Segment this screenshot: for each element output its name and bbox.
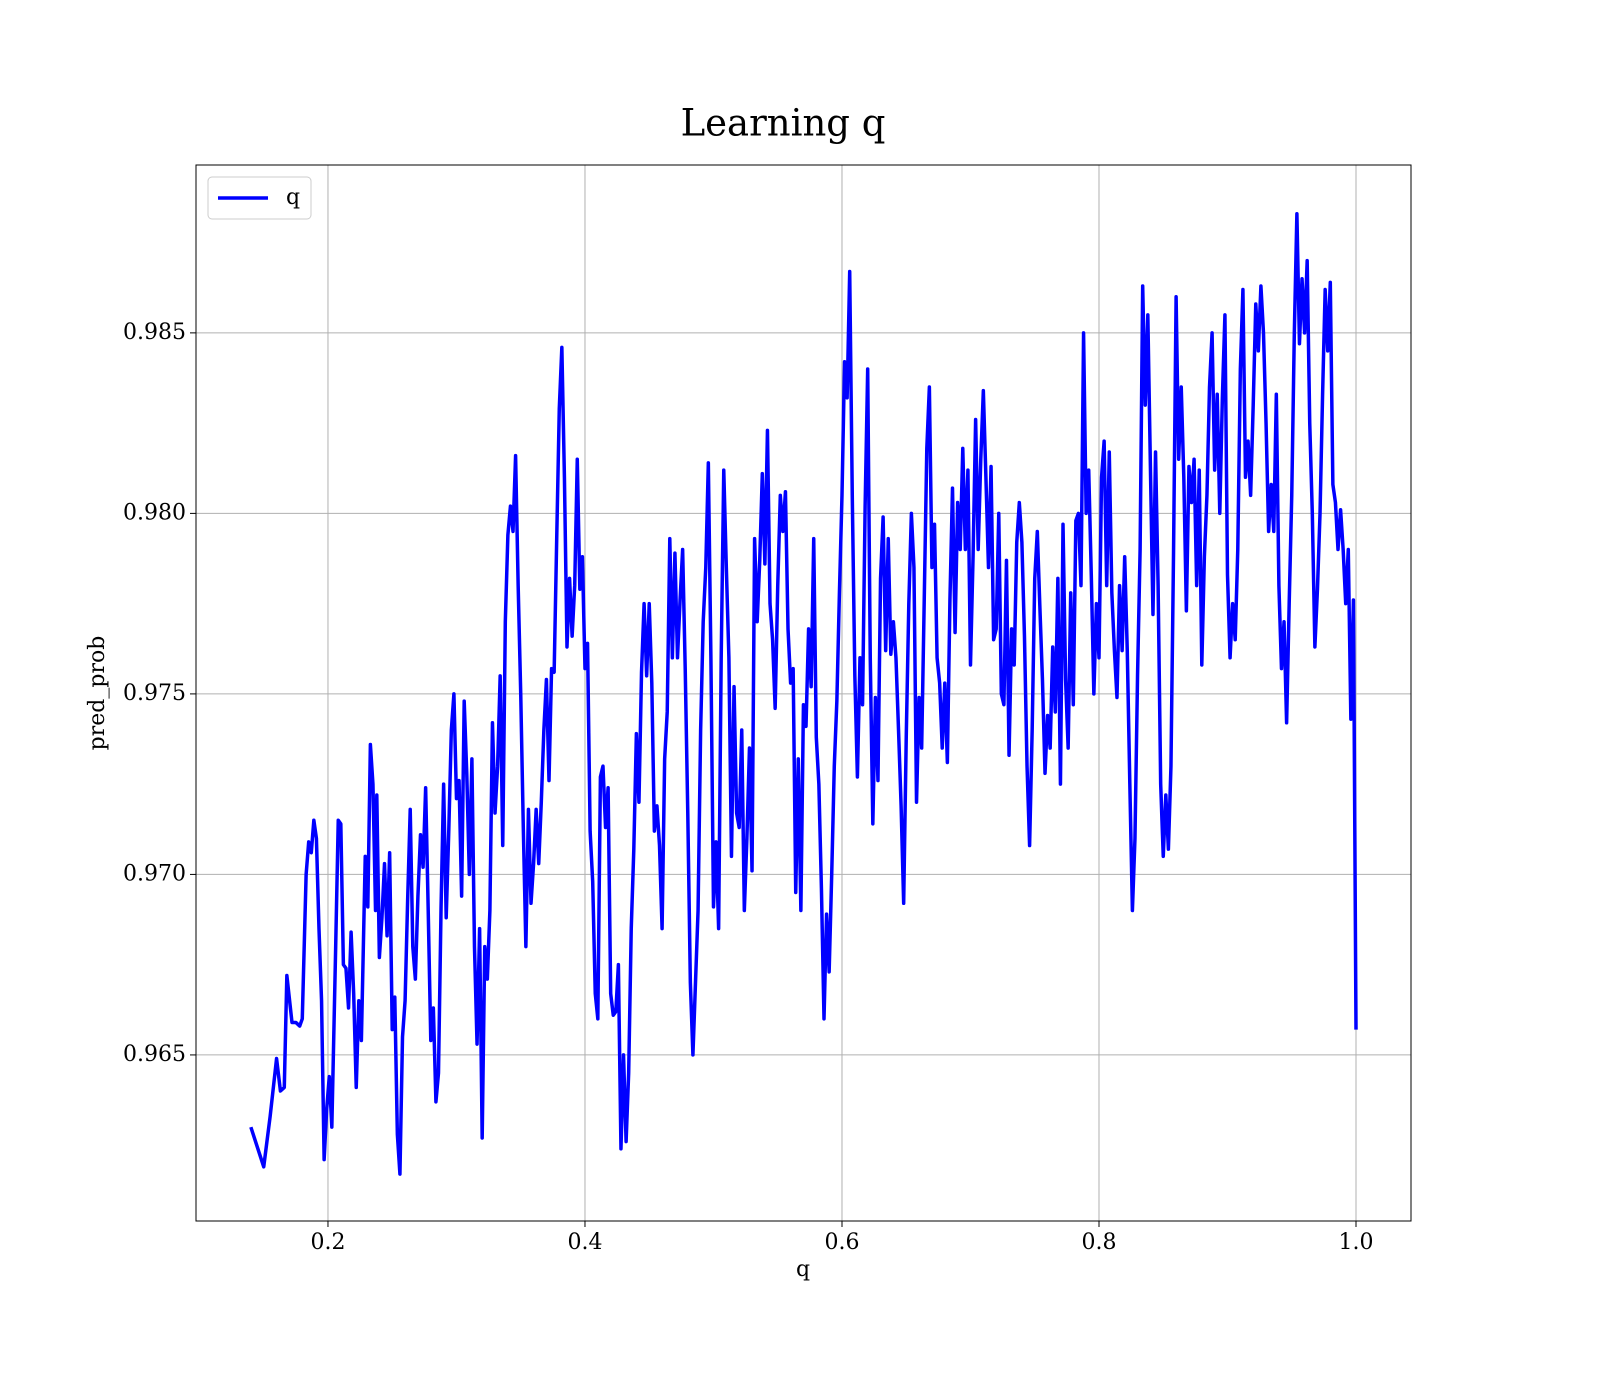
y-tick-label: 0.965 — [123, 1042, 186, 1067]
x-tick-label: 0.4 — [567, 1230, 602, 1255]
x-tick-label: 0.2 — [310, 1230, 345, 1255]
legend: q — [207, 176, 312, 220]
x-tick-label: 0.8 — [1081, 1230, 1116, 1255]
x-tick-label: 1.0 — [1339, 1230, 1374, 1255]
x-axis-label: q — [796, 1257, 810, 1282]
x-tick-label: 0.6 — [824, 1230, 859, 1255]
legend-label: q — [286, 185, 300, 210]
data-line — [249, 211, 1358, 1176]
chart-title: Learning q — [681, 102, 886, 145]
y-axis-label: pred_prob — [85, 636, 110, 751]
y-tick-label: 0.985 — [123, 320, 186, 345]
y-tick-label: 0.970 — [123, 861, 186, 886]
plot-frame — [195, 164, 1412, 1222]
y-tick-label: 0.980 — [123, 500, 186, 525]
y-tick-label: 0.975 — [123, 681, 186, 706]
